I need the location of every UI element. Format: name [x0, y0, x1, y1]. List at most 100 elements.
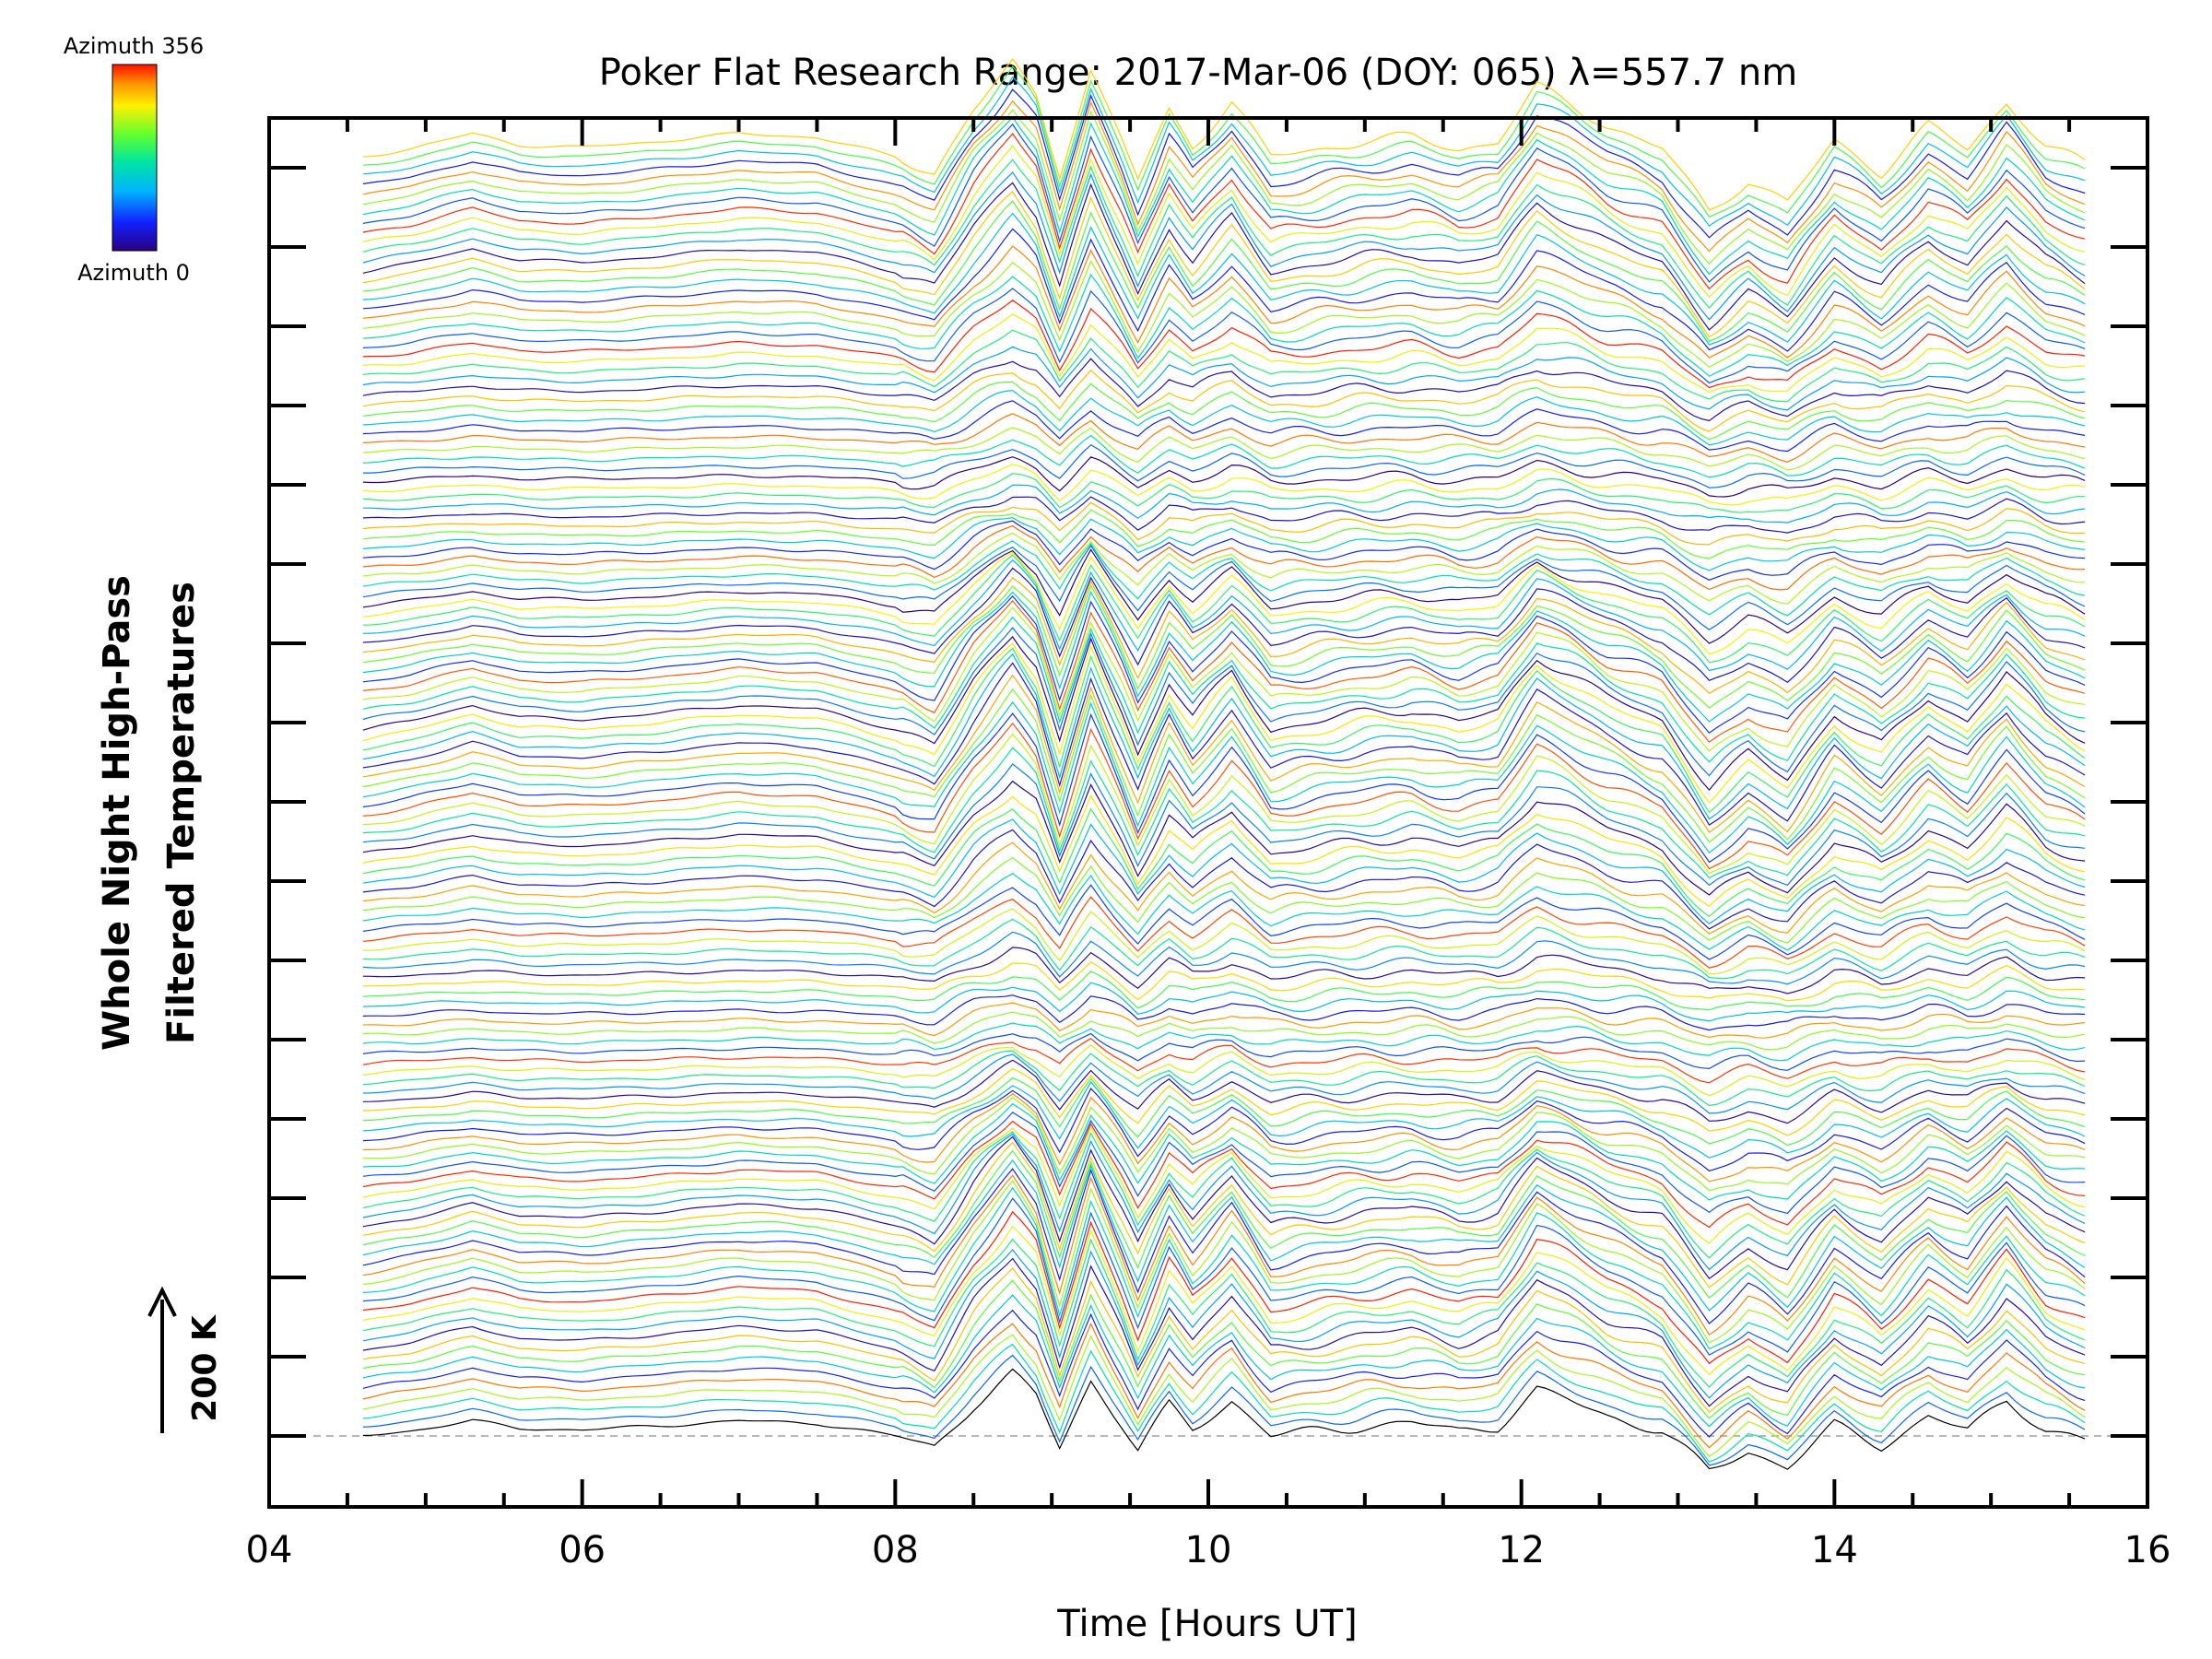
series-line: [362, 300, 2086, 389]
series-line: [362, 1238, 2086, 1388]
series-line: [362, 606, 2086, 752]
series-line: [362, 484, 2086, 524]
series-line: [362, 884, 2086, 960]
series-line: [362, 369, 2086, 432]
series-line: [362, 1279, 2086, 1419]
series-line: [362, 1257, 2086, 1407]
series-line: [362, 1294, 2086, 1428]
series-line: [362, 358, 2086, 422]
series-line: [362, 540, 2086, 617]
series-line: [362, 747, 2086, 879]
series-line: [362, 931, 2086, 985]
series-line: [362, 123, 2086, 283]
series-line: [362, 674, 2086, 833]
x-tick-label: 10: [1185, 1529, 1232, 1571]
series-line: [362, 1322, 2086, 1449]
series-line: [362, 1102, 2086, 1201]
series-line: [362, 1334, 2086, 1457]
series-line: [362, 1050, 2086, 1107]
series-line: [362, 456, 2086, 498]
colorbar: Azimuth 356 Azimuth 0: [64, 33, 204, 286]
y-axis-label: Whole Night High-Pass Filtered Temperatu…: [96, 575, 203, 1051]
series-line: [362, 577, 2086, 695]
series-line: [362, 780, 2086, 896]
series-line: [362, 1135, 2086, 1280]
series-line: [362, 182, 2086, 331]
series-line: [362, 636, 2086, 792]
x-axis-label: Time [Hours UT]: [1056, 1603, 1357, 1645]
series-line: [362, 346, 2086, 411]
series-line: [362, 313, 2086, 394]
series-line: [362, 1248, 2086, 1399]
series-line: [362, 642, 2086, 804]
series-line: [362, 520, 2086, 581]
series-line: [362, 616, 2086, 763]
series-line: [362, 1081, 2086, 1159]
series-line: [362, 516, 2086, 571]
series-line: [362, 807, 2086, 918]
series-line: [362, 443, 2086, 488]
series-line: [362, 1053, 2086, 1114]
series-line: [362, 1210, 2086, 1365]
y-axis-label-line1: Whole Night High-Pass: [96, 575, 138, 1051]
series-line: [362, 1120, 2086, 1229]
series-line: [362, 583, 2086, 709]
series-line: [362, 872, 2086, 951]
series-line: [362, 1159, 2086, 1312]
series-line: [362, 662, 2086, 826]
series-line: [362, 1087, 2086, 1172]
series-line: [362, 1011, 2086, 1051]
series-line: [362, 1044, 2086, 1097]
colorbar-bottom-label: Azimuth 0: [77, 260, 190, 286]
series-line: [362, 1022, 2086, 1062]
series-line: [362, 1093, 2086, 1182]
series-line: [362, 427, 2086, 471]
series-line: [362, 856, 2086, 944]
series-line: [362, 228, 2086, 352]
series-line: [362, 524, 2086, 591]
colorbar-top-label: Azimuth 356: [64, 33, 204, 59]
series-line: [362, 701, 2086, 854]
series-line: [362, 260, 2086, 369]
series-line: [362, 389, 2086, 446]
series-line: [362, 1067, 2086, 1136]
series-line: [362, 191, 2086, 338]
series-line: [362, 647, 2086, 814]
series-line: [362, 145, 2086, 299]
series-line: [362, 532, 2086, 605]
series-line: [362, 245, 2086, 359]
series-line: [362, 1125, 2086, 1244]
series-line: [362, 1032, 2086, 1071]
series-line: [362, 329, 2086, 403]
series-line: [362, 88, 2086, 239]
series-line: [362, 400, 2086, 453]
series-line: [362, 599, 2086, 743]
series-line: [362, 918, 2086, 980]
series-line: [362, 171, 2086, 321]
series-line: [362, 722, 2086, 870]
series-line: [362, 1309, 2086, 1438]
x-tick-label: 12: [1498, 1529, 1545, 1571]
series-line: [362, 1180, 2086, 1344]
series-line: [362, 133, 2086, 290]
scale-bar-label: 200 K: [186, 1314, 224, 1422]
series-line: [362, 76, 2086, 227]
series-line: [362, 908, 2086, 975]
series-line: [362, 1354, 2086, 1466]
scale-bar: 200 K: [147, 1286, 224, 1433]
series-line: [362, 1131, 2086, 1259]
series-line: [362, 1112, 2086, 1215]
series-line: [362, 1174, 2086, 1336]
series-line: [362, 627, 2086, 777]
series-line: [362, 591, 2086, 723]
series-line: [362, 1267, 2086, 1414]
series-line: [362, 829, 2086, 930]
series-line: [362, 1059, 2086, 1124]
x-tick-label: 06: [559, 1529, 606, 1571]
series-line: [362, 712, 2086, 864]
series-line: [362, 1197, 2086, 1356]
series-line: [362, 554, 2086, 664]
series-line: [362, 763, 2086, 887]
series-line: [362, 116, 2086, 276]
